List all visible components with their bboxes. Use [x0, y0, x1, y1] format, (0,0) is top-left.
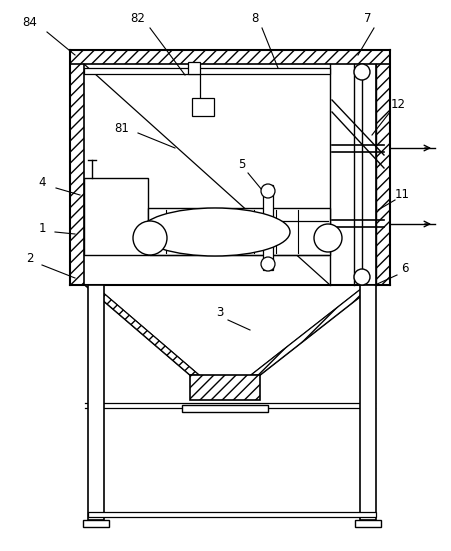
Bar — [360, 285, 376, 520]
Circle shape — [314, 224, 342, 252]
Text: 3: 3 — [216, 305, 224, 318]
Bar — [355, 520, 381, 527]
Bar — [376, 50, 390, 285]
Text: 82: 82 — [130, 12, 145, 24]
Circle shape — [354, 64, 370, 80]
Circle shape — [354, 269, 370, 285]
Bar — [84, 68, 330, 74]
Text: 8: 8 — [251, 12, 259, 24]
Text: 5: 5 — [238, 159, 246, 171]
Text: 84: 84 — [23, 15, 37, 29]
Text: 12: 12 — [391, 99, 405, 111]
Bar — [263, 185, 273, 270]
Bar — [182, 405, 268, 412]
Text: 11: 11 — [395, 188, 410, 202]
Text: 4: 4 — [38, 176, 46, 188]
Text: 81: 81 — [115, 122, 129, 134]
Polygon shape — [251, 285, 375, 375]
Text: 7: 7 — [364, 12, 372, 24]
Bar — [192, 98, 214, 116]
Bar — [148, 208, 330, 255]
Polygon shape — [85, 285, 199, 375]
Ellipse shape — [140, 208, 290, 256]
Bar — [190, 375, 260, 400]
Text: 6: 6 — [401, 262, 409, 274]
Text: 2: 2 — [26, 251, 34, 264]
Bar — [88, 512, 376, 517]
Bar — [70, 50, 390, 64]
Bar — [188, 62, 200, 74]
Bar — [70, 50, 84, 285]
Text: 1: 1 — [38, 222, 46, 235]
Circle shape — [133, 221, 167, 255]
Circle shape — [261, 257, 275, 271]
Bar — [83, 520, 109, 527]
Bar — [84, 178, 148, 255]
Circle shape — [261, 184, 275, 198]
Bar — [88, 285, 104, 520]
